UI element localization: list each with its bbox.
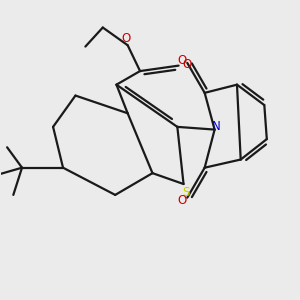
Text: N: N <box>212 120 220 133</box>
Text: O: O <box>182 58 191 71</box>
Text: O: O <box>178 194 187 207</box>
Text: S: S <box>183 185 190 199</box>
Text: O: O <box>178 53 187 67</box>
Text: O: O <box>122 32 131 45</box>
